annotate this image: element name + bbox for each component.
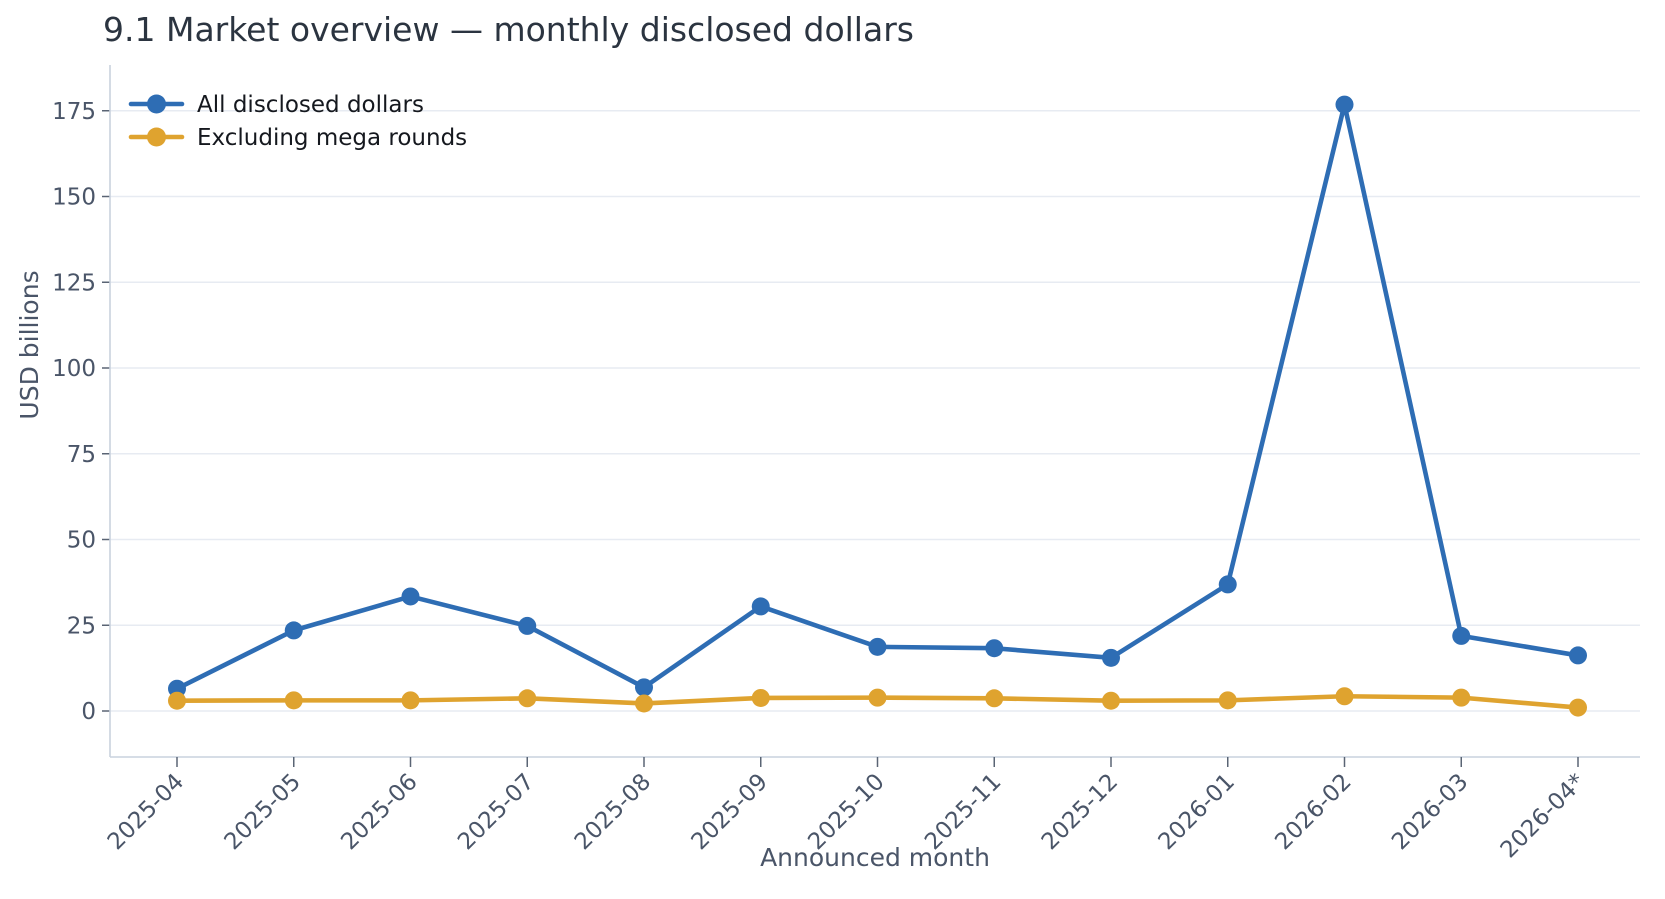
y-tick-label: 75	[67, 442, 96, 468]
data-point-marker	[401, 587, 420, 606]
data-point-marker	[1335, 95, 1354, 114]
data-point-marker	[868, 688, 887, 707]
y-tick-label: 50	[67, 528, 96, 554]
data-point-marker	[985, 689, 1004, 708]
x-axis-title: Announced month	[760, 843, 990, 872]
data-point-marker	[284, 691, 303, 710]
data-point-marker	[1452, 626, 1471, 645]
y-tick-label: 0	[81, 699, 96, 725]
data-point-marker	[1569, 698, 1587, 717]
y-axis-title: USD billions	[15, 270, 44, 420]
y-tick-label: 100	[52, 356, 96, 382]
y-tick-label: 25	[67, 613, 96, 639]
x-tick-label: 2025-05	[220, 769, 306, 855]
x-tick-label: 2026-04*	[1496, 769, 1590, 863]
data-point-marker	[1218, 575, 1237, 594]
series-line-0	[174, 102, 1581, 692]
chart-title: 9.1 Market overview — monthly disclosed …	[103, 10, 914, 49]
data-point-marker	[1452, 688, 1471, 707]
y-tick-label: 125	[52, 270, 96, 296]
data-point-marker	[168, 691, 186, 710]
x-tick-label: 2025-04	[103, 769, 189, 855]
data-point-marker	[985, 639, 1004, 658]
x-tick-label: 2025-07	[453, 769, 539, 855]
data-point-marker	[1102, 691, 1120, 710]
data-point-marker	[518, 689, 537, 708]
data-point-marker	[635, 678, 653, 697]
data-point-marker	[284, 621, 303, 640]
x-tick-label: 2025-08	[570, 769, 656, 855]
data-point-marker	[1569, 646, 1587, 665]
data-point-marker	[751, 597, 770, 616]
data-point-marker	[1102, 648, 1120, 667]
data-point-marker	[518, 616, 537, 635]
legend-label: Excluding mega rounds	[197, 125, 467, 151]
y-tick-label: 150	[52, 185, 96, 211]
legend-marker-icon	[147, 127, 166, 147]
data-point-marker	[1335, 687, 1354, 706]
legend-marker-icon	[147, 94, 166, 114]
x-tick-label: 2025-06	[336, 769, 422, 855]
data-point-marker	[868, 637, 887, 656]
x-tick-label: 2026-03	[1387, 769, 1473, 855]
legend-label: All disclosed dollars	[197, 92, 424, 118]
x-tick-label: 2026-01	[1154, 769, 1240, 855]
y-tick-label: 175	[52, 99, 96, 125]
data-point-marker	[401, 691, 420, 710]
data-point-marker	[635, 694, 653, 713]
data-point-marker	[1218, 691, 1237, 710]
data-point-marker	[751, 688, 770, 707]
x-tick-label: 2026-02	[1270, 769, 1356, 855]
